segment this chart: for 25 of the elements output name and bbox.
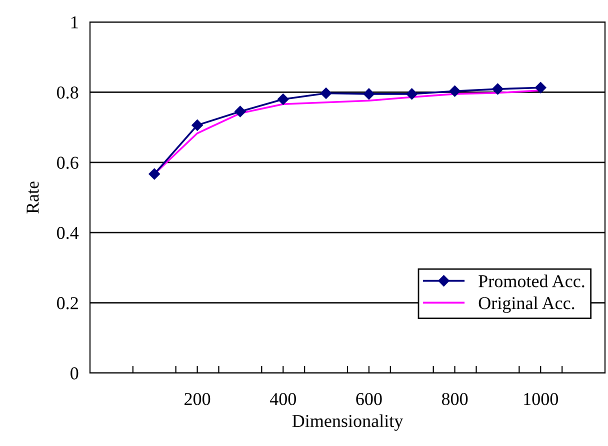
point — [192, 120, 203, 131]
x-tick-label: 400 — [270, 392, 296, 406]
x-axis-title: Dimensionality — [292, 414, 404, 431]
x-tick-label: 200 — [184, 392, 210, 406]
point — [278, 94, 289, 105]
y-tick-label: 0.2 — [57, 297, 78, 310]
point — [449, 86, 460, 97]
y-tick-label: 0.6 — [57, 156, 78, 169]
point — [492, 83, 504, 95]
point — [320, 88, 332, 99]
x-tick-label: 1000 — [524, 392, 558, 406]
y-tick-label: 0.4 — [57, 226, 79, 240]
point — [148, 168, 160, 180]
x-tick-label: 800 — [442, 392, 468, 406]
legend-label: Original Acc. — [478, 296, 574, 313]
y-tick-label: 1 — [71, 16, 78, 28]
x-tick-label: 600 — [356, 392, 382, 406]
legend-label: Promoted Acc. — [478, 274, 584, 288]
point — [406, 88, 418, 100]
y-tick-label: 0.8 — [57, 86, 78, 99]
y-tick-label: 0 — [70, 367, 78, 380]
point — [535, 82, 546, 94]
point — [234, 106, 246, 118]
point — [363, 88, 375, 100]
y-axis-title: Rate — [26, 182, 39, 214]
